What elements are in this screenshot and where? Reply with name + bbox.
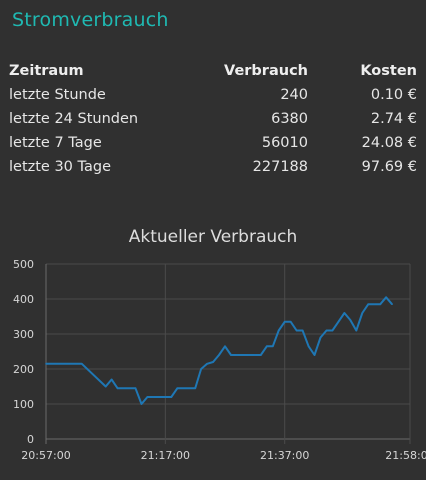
- column-header-verbrauch: Verbrauch: [224, 63, 308, 79]
- cost-cell: 0.10 €: [370, 87, 417, 103]
- table-row: letzte 24 Stunden 6380 2.74 €: [5, 107, 421, 131]
- data-point: [140, 403, 143, 405]
- data-point: [128, 387, 131, 390]
- x-tick-label: 20:57:00: [21, 449, 70, 462]
- data-point: [212, 361, 214, 363]
- y-tick-label: 500: [13, 258, 34, 271]
- data-point: [81, 362, 83, 365]
- data-point: [295, 329, 298, 332]
- data-point: [271, 345, 274, 348]
- table-row: letzte 30 Tage 227188 97.69 €: [5, 155, 421, 179]
- data-point: [104, 385, 107, 388]
- x-tick-label: 21:58:00: [385, 449, 426, 462]
- cost-cell: 97.69 €: [361, 159, 417, 175]
- data-point: [367, 303, 370, 306]
- table-row: letzte Stunde 240 0.10 €: [5, 83, 421, 107]
- cost-cell: 2.74 €: [370, 111, 417, 127]
- data-point: [379, 303, 381, 306]
- data-point: [260, 354, 262, 356]
- data-point: [194, 387, 196, 390]
- data-point: [248, 354, 250, 356]
- data-point: [164, 396, 167, 398]
- period-cell: letzte 30 Tage: [9, 159, 111, 175]
- data-point: [254, 354, 256, 356]
- data-point: [331, 329, 334, 332]
- data-point: [277, 329, 280, 332]
- series-line: [46, 296, 393, 405]
- data-point: [313, 354, 316, 356]
- data-point: [236, 354, 238, 356]
- usage-table: Zeitraum Verbrauch Kosten letzte Stunde …: [5, 59, 421, 179]
- y-tick-label: 200: [13, 363, 34, 376]
- period-cell: letzte 24 Stunden: [9, 111, 139, 127]
- consumption-cell: 56010: [261, 135, 308, 151]
- data-point: [45, 362, 47, 365]
- data-point: [230, 354, 232, 356]
- data-point: [224, 345, 226, 348]
- data-point: [373, 303, 375, 306]
- data-point: [385, 296, 387, 299]
- data-point: [110, 378, 113, 381]
- period-cell: letzte Stunde: [9, 87, 106, 103]
- page-title: Stromverbrauch: [12, 9, 169, 31]
- data-point: [337, 320, 340, 323]
- table-header-row: Zeitraum Verbrauch Kosten: [5, 59, 421, 83]
- column-header-kosten: Kosten: [360, 63, 417, 79]
- cost-cell: 24.08 €: [361, 135, 417, 151]
- y-tick-label: 400: [13, 293, 34, 306]
- consumption-cell: 6380: [271, 111, 308, 127]
- period-cell: letzte 7 Tage: [9, 135, 102, 151]
- data-point: [116, 387, 119, 390]
- data-point: [146, 396, 149, 398]
- data-point: [319, 336, 322, 339]
- data-point: [325, 329, 328, 332]
- data-point: [265, 345, 268, 348]
- consumption-cell: 240: [280, 87, 308, 103]
- data-point: [134, 387, 137, 390]
- data-point: [218, 354, 220, 356]
- data-point: [349, 319, 352, 321]
- data-point: [122, 387, 125, 390]
- consumption-cell: 227188: [252, 159, 308, 175]
- data-point: [343, 312, 346, 314]
- data-point: [206, 362, 208, 365]
- x-tick-label: 21:37:00: [260, 449, 309, 462]
- y-tick-label: 300: [13, 328, 34, 341]
- data-point: [176, 387, 179, 390]
- data-point: [307, 345, 310, 348]
- column-header-zeitraum: Zeitraum: [9, 63, 84, 79]
- y-tick-label: 100: [13, 398, 34, 411]
- data-point: [355, 329, 358, 332]
- data-point: [170, 396, 173, 398]
- x-tick-label: 21:17:00: [141, 449, 190, 462]
- data-point: [283, 320, 286, 323]
- data-point: [301, 329, 304, 332]
- table-row: letzte 7 Tage 56010 24.08 €: [5, 131, 421, 155]
- y-tick-label: 0: [27, 433, 34, 446]
- data-point: [361, 312, 364, 314]
- data-point: [391, 303, 393, 306]
- data-point: [152, 396, 155, 398]
- data-point: [200, 368, 202, 370]
- data-point: [289, 320, 292, 323]
- chart-title: Aktueller Verbrauch: [128, 227, 298, 247]
